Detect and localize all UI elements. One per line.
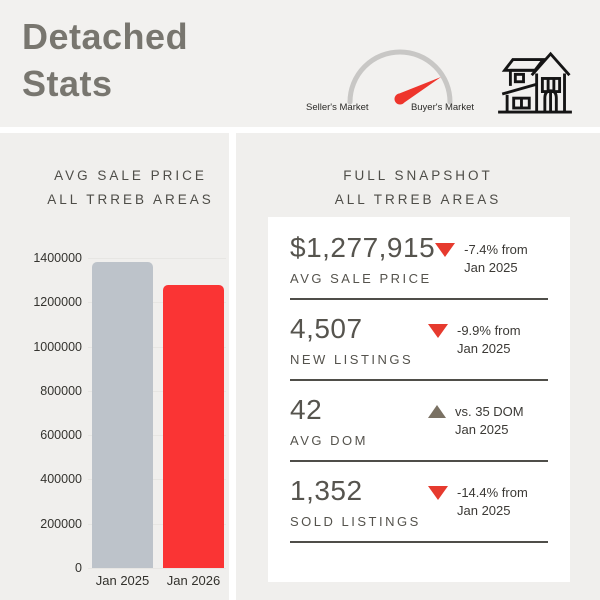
gridline bbox=[88, 523, 226, 525]
y-axis-tick: 1400000 bbox=[33, 251, 82, 265]
y-axis-tick: 0 bbox=[75, 561, 82, 575]
stat-change-line1: -9.9% from bbox=[457, 323, 521, 338]
y-axis-tick: 1000000 bbox=[33, 339, 82, 354]
stat-value: 42 bbox=[290, 394, 323, 425]
stat-change: -14.4% from Jan 2025 bbox=[428, 475, 548, 529]
gridline bbox=[88, 258, 226, 259]
gauge-label-buyers-market: Buyer's Market bbox=[410, 102, 474, 113]
gauge-dial-icon bbox=[347, 49, 453, 105]
stat-row: 42 AVG DOM vs. 35 DOM Jan 2025 bbox=[290, 381, 548, 448]
down-triangle-icon bbox=[428, 324, 448, 338]
left-panel-title-line1: AVG SALE PRICE bbox=[54, 168, 207, 183]
page-title: Detached Stats bbox=[22, 13, 188, 107]
gauge-needle-icon bbox=[397, 77, 441, 104]
stat-row: 1,352 SOLD LISTINGS -14.4% from Jan 2025 bbox=[290, 462, 548, 529]
gridline bbox=[88, 346, 226, 348]
gridline bbox=[88, 435, 226, 437]
market-gauge: Seller's Market Buyer's Market bbox=[300, 36, 480, 122]
x-axis-label: Jan 2026 bbox=[166, 573, 221, 588]
divider bbox=[290, 460, 548, 462]
bar-chart: 1400000 1200000 1000000 800000 600000 400000 2… bbox=[0, 133, 229, 600]
stat-change-line1: -14.4% from bbox=[457, 485, 528, 500]
stat-value: $1,277,915 bbox=[290, 232, 436, 263]
stat-label: SOLD LISTINGS bbox=[290, 514, 421, 529]
house-icon bbox=[498, 51, 572, 114]
gridline bbox=[88, 479, 226, 481]
stat-change-line2: Jan 2025 bbox=[457, 340, 511, 356]
stat-row: $1,277,915 AVG SALE PRICE -7.4% from Jan… bbox=[290, 219, 548, 286]
right-panel-title: FULL SNAPSHOT ALL TRREB AREAS bbox=[236, 133, 600, 212]
stat-label: NEW LISTINGS bbox=[290, 352, 414, 367]
full-snapshot-panel: FULL SNAPSHOT ALL TRREB AREAS $1,277,915… bbox=[236, 133, 600, 600]
stat-change-line2: Jan 2025 bbox=[464, 259, 518, 275]
x-axis-label: Jan 2025 bbox=[95, 573, 150, 588]
stat-change: vs. 35 DOM Jan 2025 bbox=[428, 394, 548, 448]
gauge-needle-pivot bbox=[394, 93, 406, 105]
avg-sale-price-panel: AVG SALE PRICE ALL TRREB AREAS 1400000 12… bbox=[0, 133, 229, 600]
y-axis-tick: 200000 bbox=[40, 516, 82, 531]
header: Detached Stats Seller's Market Buyer's M… bbox=[0, 0, 600, 127]
page-title-line1: Detached bbox=[22, 16, 189, 57]
gauge-labels: Seller's Market Buyer's Market bbox=[300, 102, 480, 113]
stat-change-line1: vs. 35 DOM bbox=[455, 404, 524, 419]
bar-jan-2025 bbox=[92, 262, 153, 568]
divider bbox=[290, 379, 548, 381]
bar-jan-2026 bbox=[163, 285, 224, 568]
left-panel-title-line2: ALL TRREB AREAS bbox=[47, 192, 214, 207]
stat-change-line2: Jan 2025 bbox=[457, 502, 511, 518]
page-title-line2: Stats bbox=[22, 63, 113, 104]
stat-row: 4,507 NEW LISTINGS -9.9% from Jan 2025 bbox=[290, 300, 548, 367]
divider bbox=[290, 298, 548, 300]
gauge-label-sellers-market: Seller's Market bbox=[306, 102, 369, 113]
y-axis-tick: 400000 bbox=[40, 472, 82, 487]
stat-value: 4,507 bbox=[290, 313, 363, 344]
y-axis-tick: 800000 bbox=[40, 383, 82, 398]
y-axis-tick: 1200000 bbox=[33, 295, 82, 310]
stat-change-line2: Jan 2025 bbox=[455, 421, 509, 437]
left-panel-title: AVG SALE PRICE ALL TRREB AREAS bbox=[0, 133, 229, 212]
down-triangle-icon bbox=[428, 486, 448, 500]
gauge-arc bbox=[347, 49, 453, 105]
stat-label: AVG DOM bbox=[290, 433, 368, 448]
y-axis-tick: 600000 bbox=[40, 428, 82, 443]
up-triangle-icon bbox=[428, 405, 446, 418]
stat-label: AVG SALE PRICE bbox=[290, 271, 432, 286]
down-triangle-icon bbox=[435, 243, 456, 257]
gridline bbox=[88, 302, 226, 304]
gridline bbox=[88, 568, 226, 569]
stats-card: $1,277,915 AVG SALE PRICE -7.4% from Jan… bbox=[268, 217, 570, 582]
right-panel-title-line2: ALL TRREB AREAS bbox=[334, 192, 502, 207]
stat-change: -9.9% from Jan 2025 bbox=[428, 313, 548, 367]
divider bbox=[290, 541, 548, 543]
stat-change: -7.4% from Jan 2025 bbox=[435, 232, 555, 286]
stat-change-line1: -7.4% from bbox=[464, 242, 528, 257]
stat-value: 1,352 bbox=[290, 475, 363, 506]
right-panel-title-line1: FULL SNAPSHOT bbox=[343, 168, 493, 183]
gridline bbox=[88, 390, 226, 392]
